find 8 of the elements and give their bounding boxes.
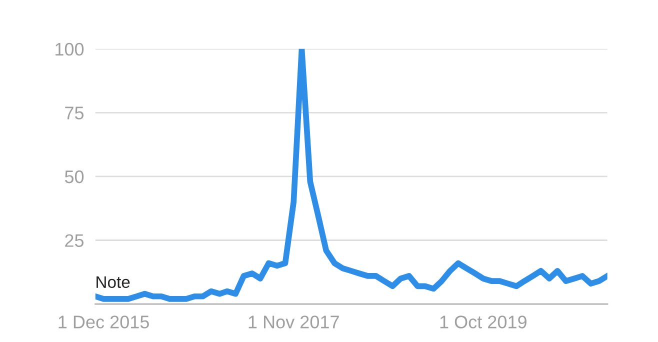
annotation: Note — [96, 276, 130, 288]
y-tick-label: 25 — [65, 234, 84, 247]
x-tick-label: 1 Nov 2017 — [248, 316, 339, 328]
x-tick-label: 1 Dec 2015 — [58, 316, 149, 328]
y-tick-label: 100 — [56, 42, 84, 56]
y-tick-label: 50 — [64, 170, 84, 184]
x-tick-label: 1 Oct 2019 — [440, 316, 526, 328]
y-tick-label: 75 — [65, 106, 84, 120]
